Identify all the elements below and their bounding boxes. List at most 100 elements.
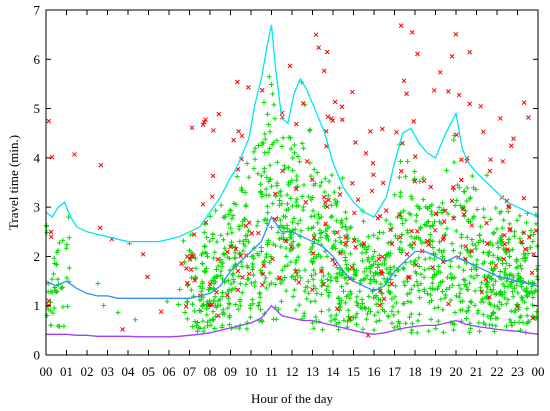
green-point <box>331 229 337 235</box>
green-point <box>207 213 213 219</box>
green-point <box>323 228 329 234</box>
green-point <box>207 238 213 244</box>
red-point <box>371 172 376 178</box>
green-point <box>233 301 239 307</box>
x-axis-title: Hour of the day <box>251 391 333 406</box>
red-point <box>437 69 443 75</box>
green-point <box>259 191 265 197</box>
red-point <box>389 241 395 247</box>
green-point <box>491 229 497 235</box>
green-point <box>267 129 273 135</box>
red-point <box>351 210 357 216</box>
green-point <box>198 289 204 295</box>
green-point <box>409 245 415 251</box>
red-point <box>461 212 467 217</box>
green-point <box>344 239 350 245</box>
red-point <box>440 237 446 242</box>
green-point <box>452 202 458 208</box>
green-point <box>213 266 219 272</box>
green-point <box>517 213 523 219</box>
green-point <box>290 294 296 300</box>
red-point <box>506 203 512 209</box>
green-point <box>391 312 397 318</box>
green-point <box>341 250 347 256</box>
green-point <box>192 319 198 325</box>
green-point <box>65 303 71 309</box>
green-point <box>446 285 452 291</box>
green-point <box>397 320 403 326</box>
green-point <box>236 273 242 279</box>
green-point <box>63 245 69 251</box>
green-point <box>61 323 67 329</box>
green-point <box>472 302 478 308</box>
green-point <box>449 282 455 288</box>
green-point <box>200 318 206 324</box>
green-point <box>329 213 335 219</box>
green-point <box>403 174 409 180</box>
green-point <box>302 288 308 294</box>
green-point <box>462 282 468 288</box>
x-tick-label: 02 <box>81 364 94 379</box>
green-point <box>448 271 454 277</box>
green-point <box>530 295 536 301</box>
green-point <box>239 263 245 269</box>
green-point <box>368 269 374 275</box>
green-point <box>221 214 227 220</box>
green-point <box>278 298 284 304</box>
green-point <box>376 271 382 277</box>
red-point <box>216 313 221 319</box>
green-point <box>507 221 513 227</box>
green-point <box>405 158 411 164</box>
green-point <box>311 166 317 172</box>
green-point <box>444 226 450 232</box>
green-point <box>258 267 264 273</box>
green-point <box>317 183 323 189</box>
green-point <box>323 235 329 241</box>
red-point <box>288 244 294 250</box>
red-point <box>507 227 513 233</box>
green-point <box>339 217 345 223</box>
green-point <box>480 239 486 245</box>
green-point <box>440 278 446 284</box>
green-point <box>436 264 442 270</box>
y-tick-label: 1 <box>34 298 41 313</box>
green-point <box>365 257 371 263</box>
green-point <box>290 245 296 251</box>
green-point <box>328 318 334 324</box>
red-point <box>246 220 252 225</box>
green-point <box>270 201 276 207</box>
green-point <box>530 238 536 244</box>
green-point <box>269 183 275 189</box>
red-point <box>347 316 353 322</box>
green-point <box>263 186 269 192</box>
green-point <box>230 286 236 292</box>
green-point <box>193 265 199 271</box>
red-point <box>347 276 353 281</box>
green-point <box>486 300 492 306</box>
red-point <box>49 154 55 160</box>
y-tick-label: 6 <box>34 52 41 67</box>
green-point <box>374 264 380 270</box>
red-point <box>261 263 267 269</box>
green-point <box>361 218 367 224</box>
green-point <box>467 298 473 304</box>
green-point <box>503 260 509 266</box>
x-tick-label: 12 <box>286 364 299 379</box>
red-point <box>48 229 54 235</box>
green-point <box>44 313 50 319</box>
green-point <box>326 178 332 184</box>
green-point <box>343 209 349 215</box>
green-point <box>533 287 539 293</box>
x-tick-label: 14 <box>327 364 341 379</box>
green-point <box>399 232 405 238</box>
green-point <box>226 211 232 217</box>
green-point <box>454 198 460 204</box>
green-point <box>367 280 373 286</box>
green-point <box>296 302 302 308</box>
green-point <box>276 306 282 312</box>
green-point <box>288 259 294 265</box>
green-point <box>437 239 443 245</box>
green-point <box>366 306 372 312</box>
red-point <box>353 140 358 145</box>
green-point <box>428 292 434 298</box>
